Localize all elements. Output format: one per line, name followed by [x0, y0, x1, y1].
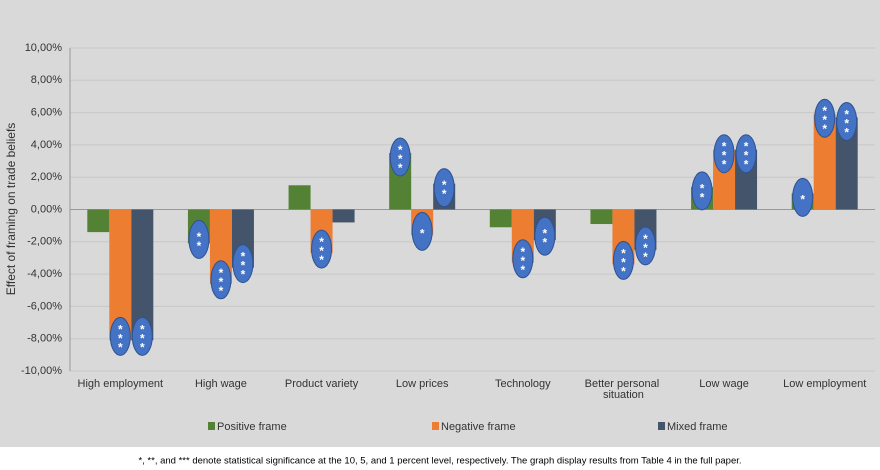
significance-marker: [131, 316, 153, 356]
bar: [489, 209, 512, 228]
significance-label: *: [420, 227, 425, 241]
significance-label: * * *: [118, 322, 123, 354]
significance-marker: [735, 134, 757, 174]
legend-swatch: [208, 422, 215, 430]
significance-marker: [713, 134, 735, 174]
significance-marker: [691, 171, 713, 211]
significance-label: * *: [197, 230, 202, 253]
significance-label: * * *: [621, 247, 626, 279]
y-tick-label: 6,00%: [31, 107, 62, 119]
y-tick-label: -2,00%: [27, 236, 62, 248]
x-tick-label: Better personal situation: [585, 378, 663, 401]
significance-label: * *: [442, 178, 447, 201]
y-tick-label: -6,00%: [27, 300, 62, 312]
footnote: *, **, and *** denote statistical signif…: [138, 456, 741, 467]
bar: [131, 209, 154, 341]
significance-marker: [612, 240, 634, 280]
significance-label: * * *: [844, 108, 849, 140]
significance-marker: [814, 98, 836, 138]
legend-label: Mixed frame: [667, 421, 728, 433]
significance-label: * *: [542, 227, 547, 250]
x-tick-label: Low wage: [699, 378, 749, 390]
y-tick-label: 2,00%: [31, 171, 62, 183]
legend-label: Negative frame: [441, 421, 516, 433]
significance-marker: [634, 226, 656, 266]
significance-label: * * *: [398, 143, 403, 175]
significance-marker: [411, 211, 433, 251]
legend-label: Positive frame: [217, 421, 287, 433]
significance-marker: [389, 137, 411, 177]
bar: [87, 209, 110, 233]
y-tick-label: 8,00%: [31, 74, 62, 86]
y-axis-title: Effect of framing on trade beliefs: [4, 123, 18, 296]
y-tick-label: 4,00%: [31, 139, 62, 151]
x-tick-label: Product variety: [285, 378, 359, 390]
legend-swatch: [658, 422, 665, 430]
significance-marker: [109, 316, 131, 356]
x-tick-label: Low employment: [783, 378, 866, 390]
bar: [590, 209, 613, 225]
bar: [835, 117, 858, 210]
bar: [109, 209, 132, 341]
significance-marker: [792, 177, 814, 217]
significance-marker: [210, 260, 232, 300]
significance-label: * *: [700, 182, 705, 205]
significance-label: * * *: [140, 322, 145, 354]
x-tick-label: Technology: [495, 378, 551, 390]
y-tick-label: 0,00%: [31, 203, 62, 215]
significance-label: * * *: [722, 140, 727, 172]
y-tick-label: -10,00%: [21, 365, 62, 377]
significance-marker: [311, 229, 333, 269]
significance-marker: [188, 219, 210, 259]
significance-label: * * *: [219, 266, 224, 298]
significance-label: * * *: [643, 232, 648, 264]
significance-label: * * *: [319, 235, 324, 267]
y-tick-label: -4,00%: [27, 268, 62, 280]
significance-marker: [232, 244, 254, 284]
significance-marker: [836, 101, 858, 141]
y-tick-label: 10,00%: [25, 42, 63, 54]
significance-label: *: [800, 193, 805, 207]
x-tick-label: High wage: [195, 378, 247, 390]
bar: [813, 114, 836, 210]
x-tick-label: Low prices: [396, 378, 449, 390]
legend-swatch: [432, 422, 439, 430]
x-tick-label: High employment: [78, 378, 164, 390]
significance-label: * * *: [822, 104, 827, 136]
significance-marker: [512, 239, 534, 279]
significance-marker: [433, 168, 455, 208]
significance-label: * * *: [241, 250, 246, 282]
significance-label: * * *: [744, 140, 749, 172]
bar: [332, 209, 355, 223]
y-tick-label: -8,00%: [27, 333, 62, 345]
bar: [288, 185, 311, 210]
significance-label: * * *: [520, 245, 525, 277]
significance-marker: [534, 216, 556, 256]
